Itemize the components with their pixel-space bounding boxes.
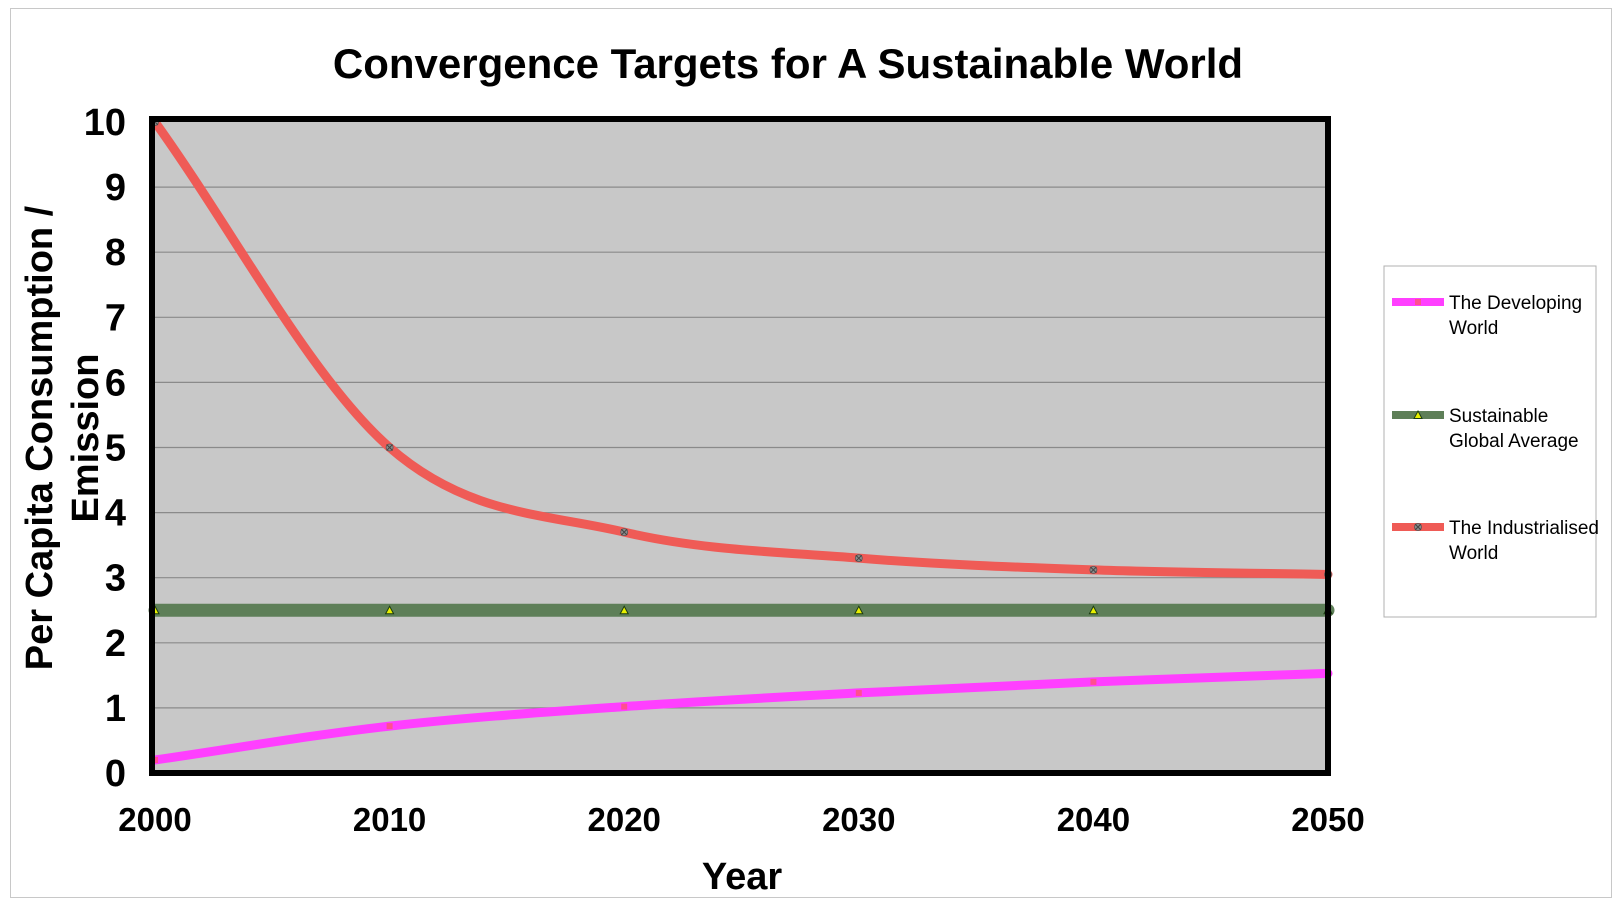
data-point-sustainable-2030: [853, 605, 864, 615]
x-axis-ticks: 2000 2010 2020 2030 2040 2050: [118, 801, 1364, 838]
y-tick-label: 2: [105, 623, 126, 665]
x-tick-label: 2020: [587, 801, 660, 838]
legend-label: World: [1449, 318, 1498, 339]
y-tick-label: 1: [105, 688, 126, 730]
chart-title: Convergence Targets for A Sustainable Wo…: [333, 40, 1243, 87]
y-tick-label: 8: [105, 232, 126, 274]
series-line-the-industrialised: [150, 117, 1333, 579]
data-point-the-industrialised-2040: [1089, 565, 1098, 574]
legend-box: [1383, 265, 1597, 618]
legend-label: Sustainable: [1449, 406, 1548, 427]
series-lines: [148, 117, 1335, 765]
y-axis-label-line1: Per Capita Consumption /: [19, 205, 61, 670]
data-point-the-industrialised-2010: [385, 443, 394, 452]
legend-label: The Industrialised: [1449, 518, 1599, 539]
x-tick-label: 2040: [1057, 801, 1130, 838]
legend-label: Global Average: [1449, 431, 1579, 452]
legend-label: World: [1449, 543, 1498, 564]
legend-marker-the-developing: [1415, 299, 1421, 305]
data-point-the-industrialised-2030: [854, 554, 863, 563]
y-tick-label: 10: [84, 102, 126, 144]
gridlines: [155, 186, 1328, 709]
data-point-sustainable-2040: [1088, 605, 1099, 615]
x-tick-label: 2010: [353, 801, 426, 838]
y-axis-label: Per Capita Consumption / Emission: [19, 205, 107, 670]
x-axis-label: Year: [702, 856, 783, 898]
data-point-the-industrialised-2020: [620, 528, 629, 537]
data-point-the-developing-2040: [1090, 678, 1097, 685]
series-line-the-developing: [150, 668, 1333, 765]
legend-label: The Developing: [1449, 293, 1582, 314]
x-tick-label: 2050: [1291, 801, 1364, 838]
data-point-sustainable-2020: [619, 605, 630, 615]
x-tick-label: 2000: [118, 801, 191, 838]
y-tick-label: 9: [105, 167, 126, 209]
y-tick-label: 7: [105, 297, 126, 339]
legend-marker-sustainable: [1413, 409, 1423, 419]
legend: The Developing World Sustainable Global Ave…: [1383, 265, 1599, 618]
plot-area: [152, 119, 1328, 773]
data-point-the-developing-2030: [855, 689, 862, 696]
y-tick-label: 4: [105, 493, 126, 535]
legend-marker-the-industrialised: [1414, 523, 1422, 531]
data-point-the-developing-2020: [621, 703, 628, 710]
y-tick-label: 6: [105, 362, 126, 404]
y-axis-ticks: 0 1 2 3 4 5 6 7 8 9 10: [84, 102, 126, 795]
y-tick-label: 0: [105, 753, 126, 795]
legend-items: The Developing World Sustainable Global Ave…: [1392, 293, 1599, 564]
x-tick-label: 2030: [822, 801, 895, 838]
plot-border: [149, 116, 1331, 776]
y-tick-label: 3: [105, 558, 126, 600]
y-axis-label-line2: Emission: [65, 354, 107, 523]
data-point-the-developing-2010: [386, 723, 393, 730]
data-point-sustainable-2010: [384, 605, 395, 615]
y-tick-label: 5: [105, 428, 126, 470]
